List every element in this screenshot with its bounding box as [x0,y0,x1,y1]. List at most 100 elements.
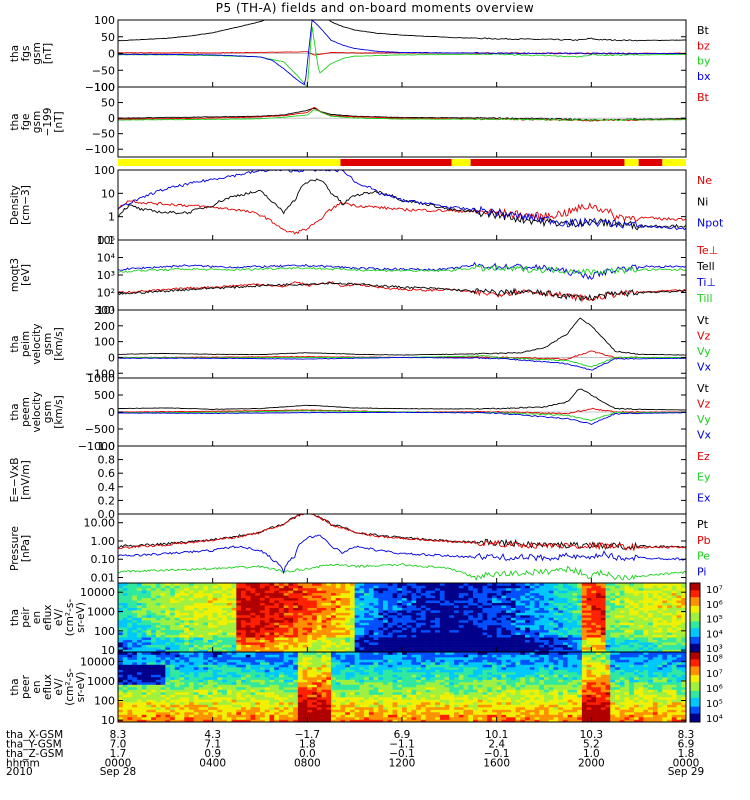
heatmap-cell [184,679,190,683]
heatmap-cell [250,672,256,675]
heatmap-cell [127,587,133,591]
heatmap-cell [174,585,180,589]
heatmap-cell [416,629,422,633]
heatmap-cell [236,605,242,608]
heatmap-cell [411,624,417,628]
heatmap-cell [562,649,568,653]
heatmap-cell [165,689,171,693]
heatmap-cell [141,610,147,613]
heatmap-cell [558,637,564,640]
heatmap-cell [203,595,209,599]
heatmap-cell [302,595,308,599]
heatmap-cell [250,669,256,673]
heatmap-cell [544,595,550,599]
heatmap-cell [368,595,374,599]
heatmap-cell [648,597,654,601]
heatmap-cell [151,592,157,596]
heatmap-cell [132,682,138,685]
heatmap-cell [146,712,152,715]
heatmap-cell [510,627,516,631]
heatmap-cell [591,595,597,599]
heatmap-cell [302,592,308,596]
heatmap-cell [600,610,606,613]
heatmap-cell [312,590,318,594]
colorbar-cell [690,589,700,593]
heatmap-cell [297,654,303,658]
heatmap-cell [141,607,147,611]
heatmap-cell [652,597,658,601]
heatmap-cell [151,657,157,660]
heatmap-cell [245,682,251,685]
heatmap-cell [141,684,147,688]
heatmap-cell [250,587,256,591]
heatmap-cell [496,634,502,638]
heatmap-cell [141,659,147,663]
heatmap-cell [397,644,403,648]
heatmap-cell [160,674,166,678]
heatmap-cell [155,687,161,690]
heatmap-cell [416,624,422,628]
heatmap-cell [354,600,360,604]
heatmap-cell [624,615,630,618]
heatmap-cell [312,632,318,636]
y-axis-label: en [31,611,43,624]
heatmap-cell [184,662,190,665]
heatmap-cell [373,629,379,633]
heatmap-cell [525,619,531,623]
heatmap-cell [118,709,124,713]
heatmap-cell [203,615,209,618]
heatmap-cell [676,617,682,621]
heatmap-cell [430,619,436,623]
heatmap-cell [539,587,545,591]
heatmap-cell [274,642,280,645]
heatmap-cell [165,719,171,723]
legend-entry: Pe [697,550,710,563]
heatmap-cell [335,587,341,591]
colorbar-cell [690,620,700,624]
heatmap-cell [207,707,213,710]
heatmap-cell [430,597,436,601]
heatmap-cell [260,679,266,683]
heatmap-cell [354,624,360,628]
heatmap-cell [586,639,592,643]
heatmap-cell [307,642,313,645]
heatmap-cell [316,672,322,675]
heatmap-cell [132,702,138,705]
heatmap-cell [331,592,337,596]
heatmap-cell [383,644,389,648]
heatmap-cell [643,605,649,608]
heatmap-cell [558,627,564,631]
heatmap-cell [321,597,327,601]
heatmap-cell [359,605,365,608]
heatmap-cell [165,610,171,613]
heatmap-cell [255,687,261,690]
heatmap-cell [217,642,223,645]
heatmap-cell [615,595,621,599]
heatmap-cell [468,607,474,611]
heatmap-cell [529,622,535,626]
heatmap-cell [141,600,147,604]
heatmap-cell [189,674,195,678]
heatmap-cell [203,659,209,663]
heatmap-cell [572,595,578,599]
heatmap-cell [264,694,270,698]
heatmap-cell [260,684,266,688]
heatmap-cell [151,719,157,723]
heatmap-cell [151,684,157,688]
heatmap-cell [354,607,360,611]
heatmap-cell [184,702,190,705]
heatmap-cell [264,605,270,608]
heatmap-cell [454,600,460,604]
heatmap-cell [118,634,124,638]
heatmap-cell [264,684,270,688]
heatmap-cell [416,590,422,594]
heatmap-cell [203,583,209,586]
heatmap-cell [151,605,157,608]
heatmap-cell [179,647,185,650]
heatmap-cell [146,590,152,594]
heatmap-cell [212,585,218,589]
heatmap-cell [217,634,223,638]
heatmap-cell [387,597,393,601]
colorbar-tick-label: 10³ [706,644,723,655]
heatmap-cell [136,699,142,703]
